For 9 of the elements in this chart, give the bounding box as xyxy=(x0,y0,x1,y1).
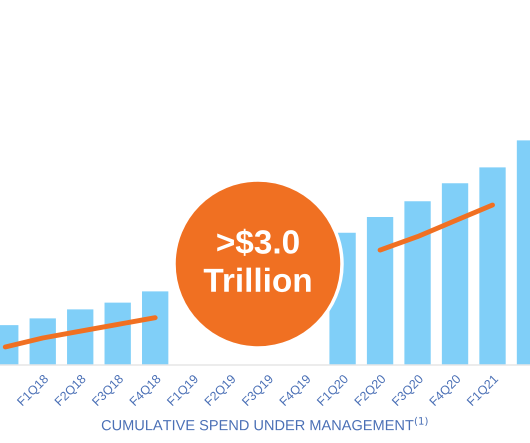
bar xyxy=(103,301,132,365)
bar xyxy=(66,308,95,365)
x-axis-title: CUMULATIVE SPEND UNDER MANAGEMENT$^{(1)}$ xyxy=(102,416,428,430)
bar xyxy=(366,216,395,365)
bar xyxy=(402,200,432,365)
bar xyxy=(440,182,470,365)
bar xyxy=(140,290,170,365)
bar xyxy=(478,166,508,365)
annotation: >$3.0 Trillion xyxy=(204,228,311,292)
